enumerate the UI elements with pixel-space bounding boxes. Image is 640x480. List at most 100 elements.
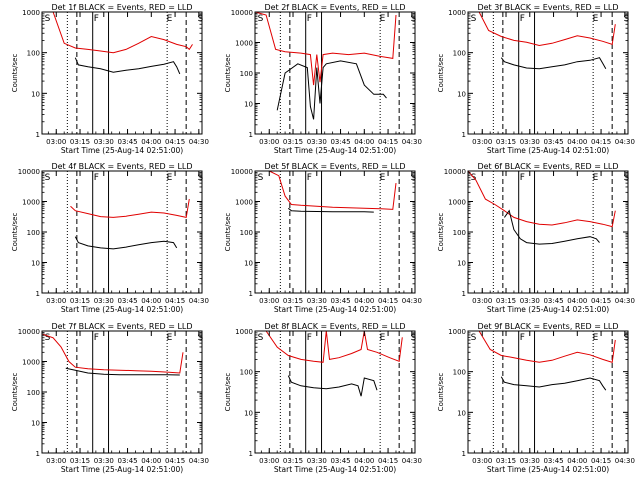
marker-label: E: [593, 14, 599, 24]
chart-title: Det 3f BLACK = Events, RED = LLD: [477, 3, 618, 12]
plot-frame: [467, 170, 629, 294]
x-axis-label: Start Time (25-Aug-14 02:51:00): [274, 146, 396, 155]
marker-label: F: [94, 173, 99, 183]
y-tick-label: 10000: [444, 168, 466, 176]
y-tick-label: 10000: [18, 328, 40, 336]
x-tick-label: 04:00: [567, 297, 587, 305]
y-tick-label: 10: [244, 260, 253, 268]
y-tick-label: 1: [462, 450, 466, 458]
y-tick-label: 1000: [235, 199, 253, 207]
marker-label: F: [520, 333, 525, 343]
chart-title: Det 4f BLACK = Events, RED = LLD: [51, 162, 192, 171]
x-tick-label: 03:00: [46, 297, 66, 305]
x-tick-label: 03:45: [117, 457, 137, 465]
marker-label: E: [167, 14, 173, 24]
y-tick-label: 10000: [231, 168, 253, 176]
x-tick-label: 04:00: [141, 457, 161, 465]
x-tick-label: 03:30: [307, 138, 327, 146]
x-tick-label: 03:00: [46, 457, 66, 465]
y-tick-label: 1000: [22, 359, 40, 367]
y-tick-label: 1: [462, 290, 466, 298]
x-tick-label: 03:30: [94, 457, 114, 465]
red-series-line: [468, 331, 616, 363]
y-tick-label: 10: [457, 90, 466, 98]
black-series-line: [500, 376, 607, 391]
x-tick-label: 04:30: [189, 457, 209, 465]
black-series-line: [287, 207, 374, 213]
marker-label: E: [593, 173, 599, 183]
red-series-line: [255, 171, 397, 210]
marker-label: E: [167, 333, 173, 343]
y-tick-label: 100: [240, 70, 253, 78]
marker-label: E: [380, 173, 386, 183]
plot-frame: [467, 11, 629, 135]
x-tick-label: 03:30: [307, 457, 327, 465]
y-tick-label: 100: [453, 50, 466, 58]
y-tick-label: 1: [36, 290, 40, 298]
plot-frame: [254, 330, 416, 454]
y-tick-label: 1000: [235, 40, 253, 48]
marker-label: E: [167, 173, 173, 183]
x-tick-label: 03:45: [543, 457, 563, 465]
marker-label: F: [94, 333, 99, 343]
y-tick-label: 1000: [22, 199, 40, 207]
x-tick-label: 03:00: [259, 138, 279, 146]
x-tick-label: 04:30: [189, 297, 209, 305]
x-tick-label: 04:30: [402, 457, 422, 465]
x-tick-label: 04:00: [354, 457, 374, 465]
x-tick-label: 03:15: [283, 297, 303, 305]
x-tick-label: 04:00: [141, 138, 161, 146]
y-axis-label: Counts/sec: [437, 54, 445, 93]
x-tick-label: 04:15: [165, 138, 185, 146]
x-axis-label: Start Time (25-Aug-14 02:51:00): [61, 146, 183, 155]
black-series-line: [74, 57, 181, 75]
y-axis-label: Counts/sec: [437, 373, 445, 412]
marker-label: S: [258, 333, 264, 343]
x-tick-label: 03:45: [330, 297, 350, 305]
x-tick-label: 03:15: [283, 138, 303, 146]
x-tick-label: 04:00: [567, 138, 587, 146]
x-tick-label: 04:15: [378, 138, 398, 146]
y-tick-label: 10: [244, 101, 253, 109]
y-tick-label: 1: [462, 131, 466, 139]
x-axis-label: Start Time (25-Aug-14 02:51:00): [487, 305, 609, 314]
marker-label: E: [593, 333, 599, 343]
y-tick-label: 100: [453, 369, 466, 377]
plot-frame: [41, 170, 203, 294]
marker-label: F: [520, 173, 525, 183]
x-tick-label: 03:15: [283, 457, 303, 465]
y-tick-label: 1000: [448, 199, 466, 207]
x-tick-label: 03:45: [330, 457, 350, 465]
black-series-line: [287, 375, 378, 397]
x-axis-label: Start Time (25-Aug-14 02:51:00): [61, 305, 183, 314]
y-tick-label: 1: [36, 450, 40, 458]
red-series-line: [468, 171, 616, 228]
x-axis-label: Start Time (25-Aug-14 02:51:00): [487, 146, 609, 155]
x-tick-label: 03:00: [472, 457, 492, 465]
x-tick-label: 03:30: [520, 138, 540, 146]
y-tick-label: 1: [249, 131, 253, 139]
marker-label: S: [258, 14, 264, 24]
y-axis-label: Counts/sec: [224, 213, 232, 252]
x-tick-label: 04:15: [591, 457, 611, 465]
marker-label: F: [307, 173, 312, 183]
x-tick-label: 04:15: [378, 457, 398, 465]
x-tick-label: 03:45: [117, 138, 137, 146]
x-tick-label: 03:30: [520, 297, 540, 305]
y-axis-label: Counts/sec: [11, 54, 19, 93]
red-series-line: [255, 12, 397, 86]
y-tick-label: 100: [27, 229, 40, 237]
y-tick-label: 1000: [235, 328, 253, 336]
marker-label: E: [380, 14, 386, 24]
marker-label: F: [307, 14, 312, 24]
marker-label: F: [307, 333, 312, 343]
y-axis-label: Counts/sec: [437, 213, 445, 252]
chart-title: Det 7f BLACK = Events, RED = LLD: [51, 322, 192, 331]
red-series-line: [255, 331, 403, 363]
